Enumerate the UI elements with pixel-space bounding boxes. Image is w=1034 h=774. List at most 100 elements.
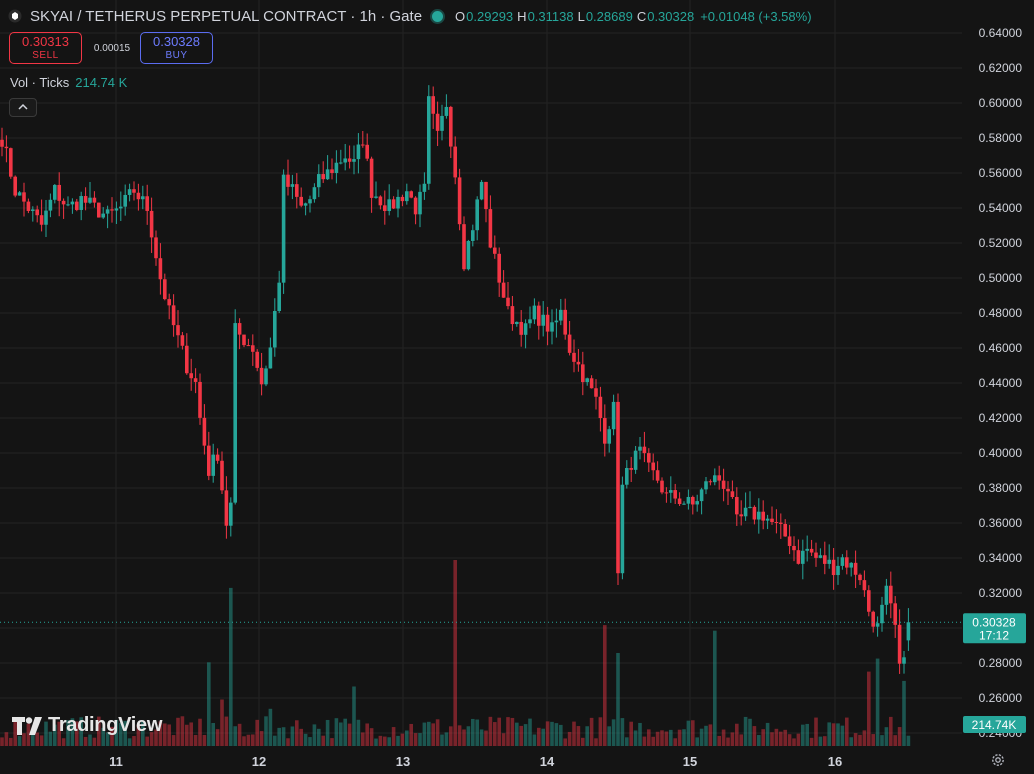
- price-tick-label: 0.44000: [979, 376, 1023, 390]
- volume-legend-value: 214.74 K: [75, 75, 128, 90]
- volume-bar: [374, 738, 378, 746]
- volume-bar: [897, 727, 902, 746]
- candle-body: [92, 197, 97, 203]
- price-tick-label: 0.36000: [979, 516, 1023, 530]
- volume-bar: [39, 735, 44, 746]
- price-change: +0.01048 (+3.58%): [700, 8, 812, 24]
- collapse-legend-button[interactable]: [9, 98, 37, 117]
- volume-bar: [70, 718, 75, 746]
- volume-bar: [686, 720, 691, 746]
- volume-bar: [691, 720, 695, 746]
- candle-body: [629, 467, 633, 470]
- volume-bar: [677, 729, 682, 746]
- candle-body: [185, 345, 189, 374]
- tradingview-logo[interactable]: TradingView: [12, 714, 162, 737]
- volume-bar: [317, 728, 321, 746]
- buy-button[interactable]: 0.30328 BUY: [140, 32, 213, 64]
- volume-bar: [264, 716, 268, 746]
- candle-body: [141, 196, 145, 200]
- volume-bar: [603, 625, 607, 746]
- candle-body: [75, 201, 79, 210]
- candle-body: [180, 335, 185, 346]
- volume-bar: [708, 724, 713, 746]
- candle-body: [554, 320, 559, 323]
- last-price-value: 0.30328: [972, 615, 1016, 629]
- candle-body: [493, 247, 497, 254]
- time-tick-label: 16: [828, 754, 842, 769]
- candle-body: [699, 489, 704, 502]
- volume-bar: [629, 721, 633, 746]
- candle-body: [339, 162, 343, 164]
- volume-bar: [884, 727, 889, 746]
- candle-body: [475, 199, 479, 231]
- candle-body: [611, 401, 616, 430]
- time-tick-label: 13: [396, 754, 410, 769]
- candle-body: [259, 367, 264, 385]
- volume-bar: [664, 731, 669, 746]
- ohlc-high-key: H: [517, 8, 527, 24]
- volume-bar: [299, 728, 303, 746]
- time-tick-label: 14: [540, 754, 555, 769]
- tradingview-mark-icon: [12, 716, 42, 735]
- volume-bar: [383, 736, 387, 746]
- candle-body: [528, 319, 532, 324]
- volume-bar: [435, 719, 440, 746]
- volume-bar: [259, 731, 264, 746]
- time-tick-label: 12: [252, 754, 266, 769]
- volume-bar: [774, 728, 779, 746]
- volume-bar: [31, 733, 35, 746]
- sell-price: 0.30313: [22, 34, 69, 49]
- volume-bar: [211, 723, 215, 746]
- candle-body: [268, 347, 273, 369]
- sell-button[interactable]: 0.30313 SELL: [9, 32, 82, 64]
- candle-body: [805, 548, 809, 551]
- candle-body: [779, 522, 783, 524]
- volume-bar: [466, 726, 471, 746]
- ohlc-low-value: 0.28689: [585, 8, 633, 24]
- candle-body: [616, 401, 620, 574]
- candle-body: [537, 305, 541, 326]
- candle-body: [853, 562, 858, 575]
- candle-body: [453, 146, 457, 178]
- candle-body: [229, 502, 233, 526]
- candle-body: [484, 181, 488, 210]
- candle-body: [44, 210, 48, 225]
- volume-bar: [735, 723, 739, 746]
- volume-bar: [154, 729, 158, 746]
- volume-bar: [717, 735, 721, 746]
- candle-body: [136, 192, 141, 200]
- price-tick-label: 0.48000: [979, 306, 1023, 320]
- volume-bar: [61, 738, 66, 746]
- volume-bar: [875, 658, 880, 746]
- volume-bar: [268, 708, 273, 746]
- volume-bar: [409, 723, 413, 746]
- candle-body: [532, 305, 537, 320]
- volume-bar: [647, 729, 651, 746]
- volume-bars: [0, 560, 911, 746]
- candle-body: [207, 445, 211, 476]
- volume-bar: [611, 719, 616, 746]
- candle-body: [22, 192, 26, 202]
- candle-body: [735, 497, 739, 515]
- candle-body: [501, 282, 506, 298]
- volume-bar: [563, 738, 567, 746]
- price-tick-label: 0.34000: [979, 551, 1023, 565]
- volume-bar: [295, 720, 299, 746]
- symbol-title[interactable]: SKYAI / TETHERUS PERPETUAL CONTRACT · 1h…: [30, 7, 423, 25]
- volume-legend[interactable]: Vol · Ticks 214.74 K: [10, 75, 127, 90]
- volume-bar: [207, 662, 211, 746]
- volume-bar: [545, 721, 550, 746]
- candle-body: [893, 603, 897, 625]
- volume-bar: [277, 727, 281, 746]
- ohlc-close-value: 0.30328: [647, 8, 695, 24]
- gear-icon[interactable]: [990, 752, 1006, 768]
- candle-body: [352, 159, 356, 162]
- candle-body: [53, 184, 57, 200]
- volume-bar: [325, 719, 330, 746]
- price-tick-label: 0.42000: [979, 411, 1023, 425]
- volume-bar: [625, 737, 629, 746]
- candle-body: [607, 429, 611, 444]
- volume-bar: [651, 736, 655, 746]
- volume-bar: [330, 738, 334, 746]
